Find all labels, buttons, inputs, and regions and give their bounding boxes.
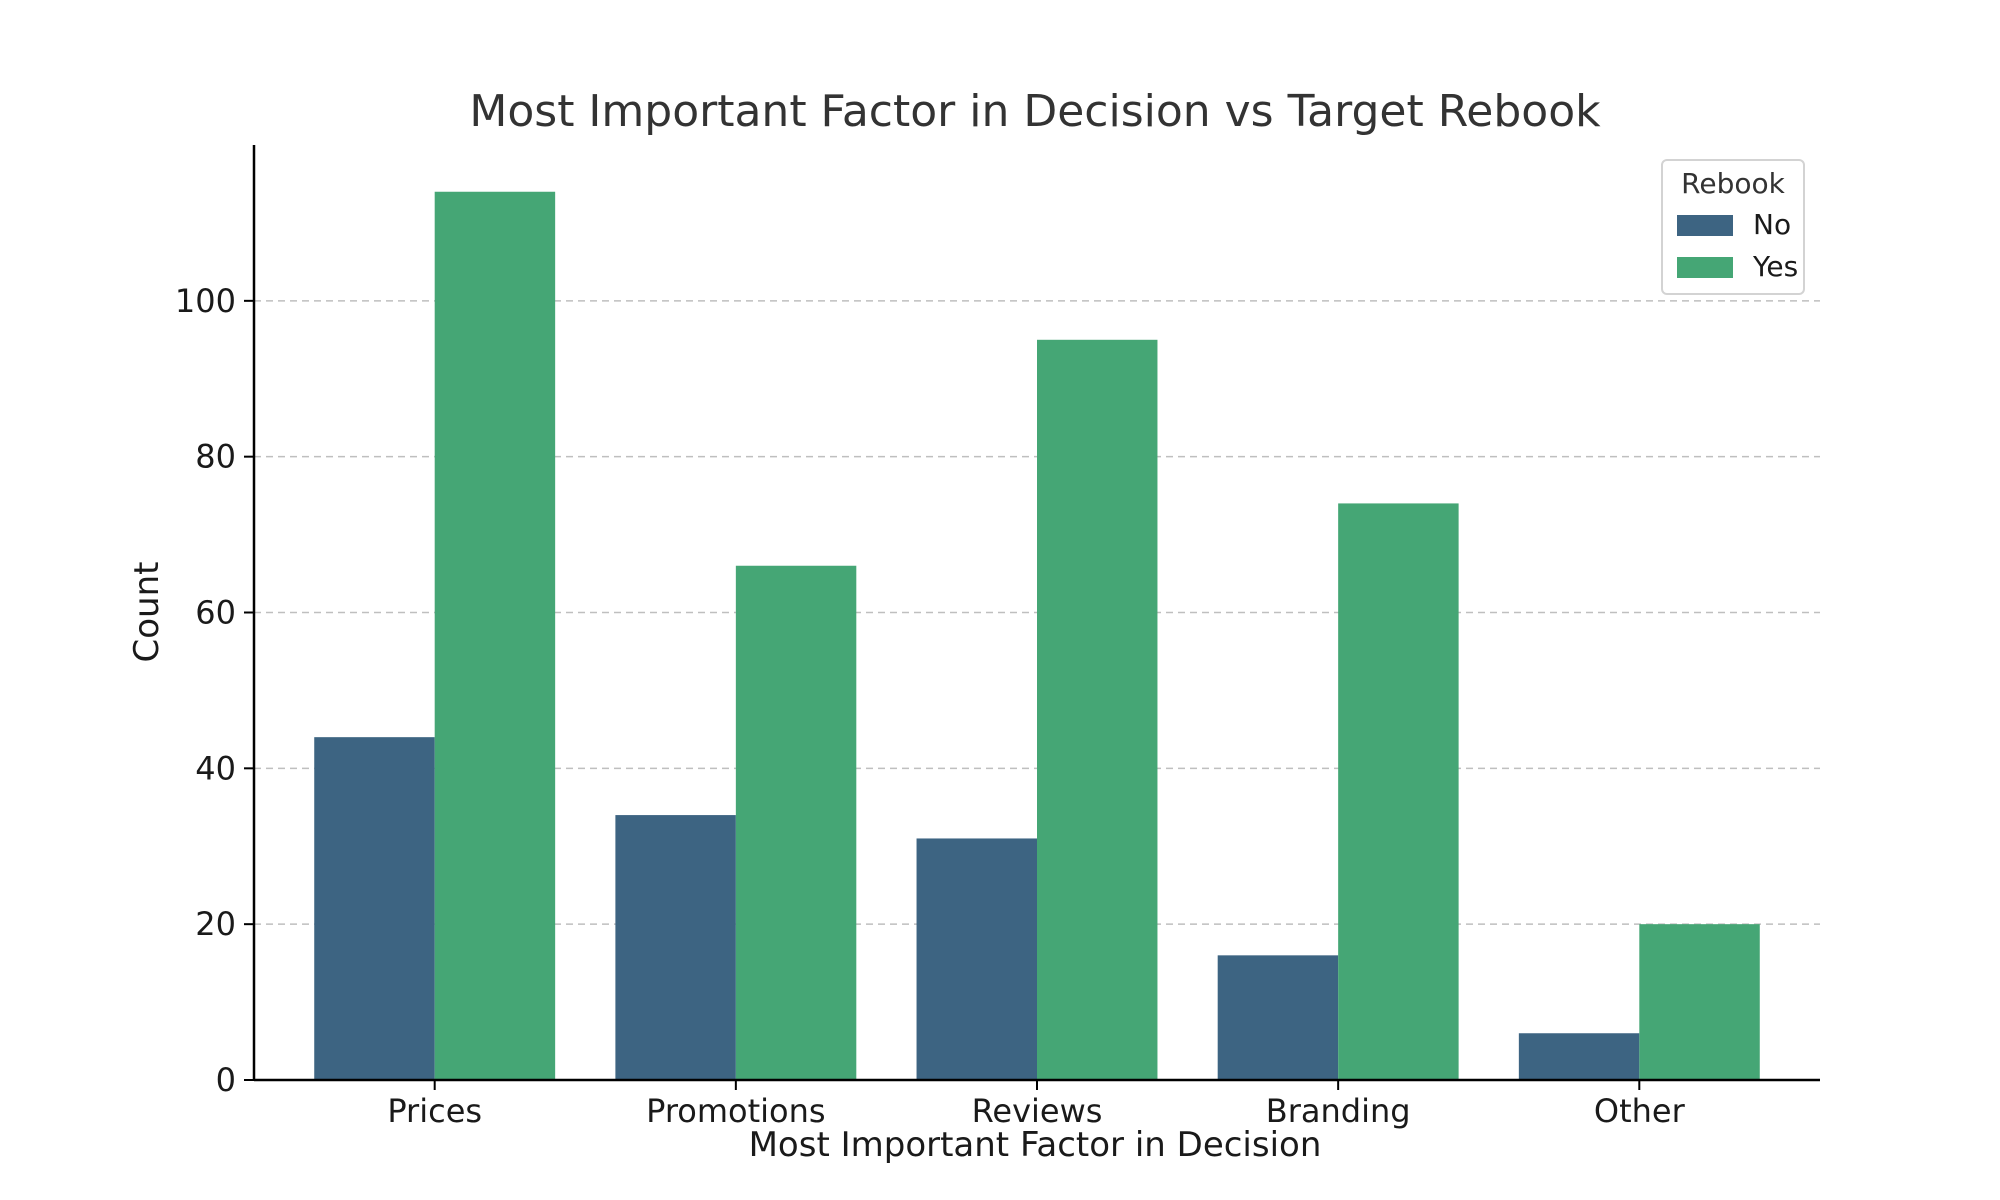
legend-swatch-yes xyxy=(1677,257,1733,278)
bar-prices-yes xyxy=(434,191,556,1080)
bar-other-no xyxy=(1518,1033,1640,1080)
y-axis-label: Count xyxy=(127,562,167,663)
bar-reviews-no xyxy=(916,838,1037,1080)
x-tick-label: Other xyxy=(1594,1092,1686,1130)
bar-promotions-yes xyxy=(735,565,857,1080)
y-tick-label: 40 xyxy=(195,749,236,787)
legend-swatch-no xyxy=(1677,215,1733,236)
y-tick-label: 20 xyxy=(195,905,236,943)
x-axis-label: Most Important Factor in Decision xyxy=(749,1125,1322,1165)
legend-entries: No Yes xyxy=(1677,208,1798,283)
y-tick-label: 60 xyxy=(195,594,236,632)
bar-other-yes xyxy=(1639,924,1760,1080)
bar-branding-no xyxy=(1217,955,1339,1080)
chart-title: Most Important Factor in Decision vs Tar… xyxy=(469,86,1601,137)
x-tick-label: Reviews xyxy=(972,1092,1103,1130)
bar-prices-no xyxy=(314,737,435,1080)
bars xyxy=(314,191,1760,1081)
y-tick-label: 0 xyxy=(216,1061,236,1099)
y-tick-label: 100 xyxy=(175,282,236,320)
legend-title: Rebook xyxy=(1681,167,1785,200)
x-tick-label: Promotions xyxy=(646,1092,825,1130)
x-tick-label: Branding xyxy=(1266,1092,1411,1130)
bar-promotions-no xyxy=(615,815,736,1080)
bar-branding-yes xyxy=(1338,503,1459,1081)
bar-reviews-yes xyxy=(1037,339,1158,1081)
x-tick-label: Prices xyxy=(387,1092,482,1130)
legend-label-no: No xyxy=(1753,208,1791,241)
y-tick-label: 80 xyxy=(195,438,236,476)
legend: Rebook No Yes xyxy=(1661,159,1805,295)
axes: 0 20 40 60 80 100 Prices Promotions Reviews Brand… xyxy=(175,145,1820,1130)
legend-label-yes: Yes xyxy=(1752,250,1798,283)
